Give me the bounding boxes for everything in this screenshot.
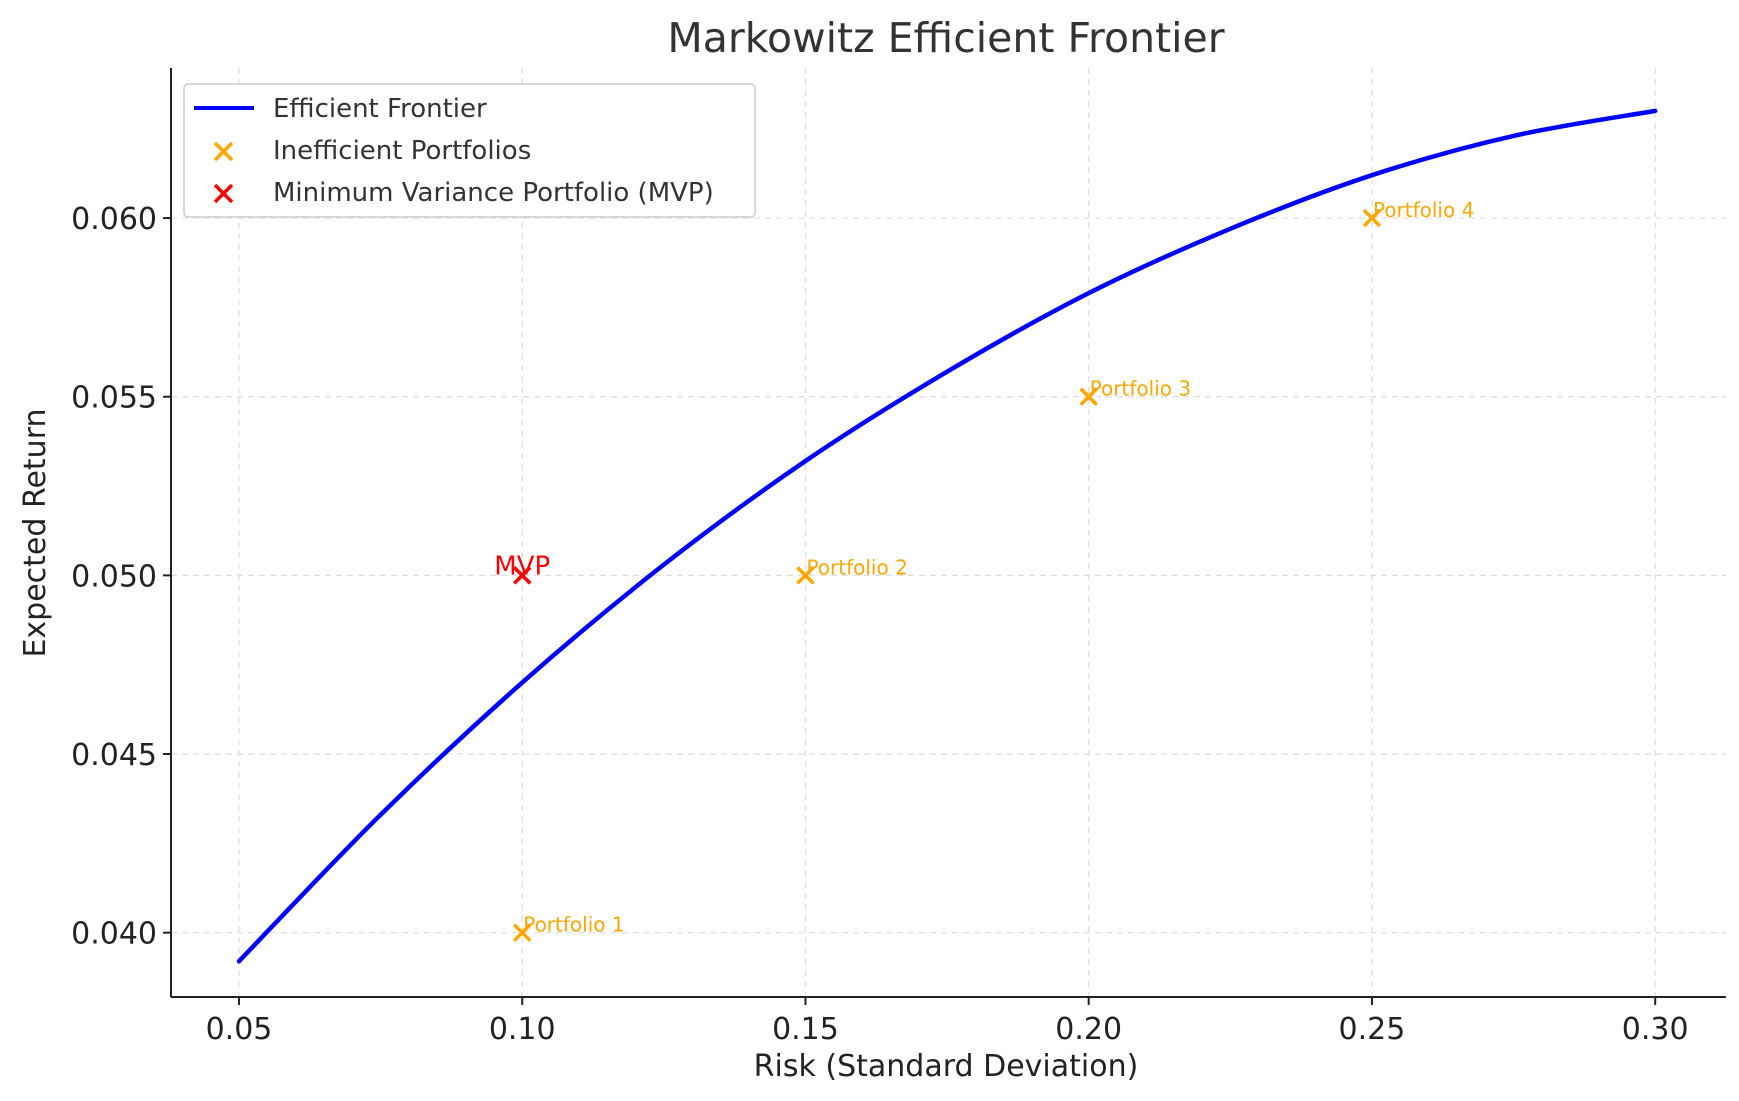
legend-box [183,83,756,218]
y-tick-label: 0.060 [71,202,157,237]
inefficient-portfolio-marker [512,923,532,942]
x-tick-label: 0.15 [772,1012,839,1047]
legend-frontier-label: Efficient Frontier [273,94,487,124]
legend-inefficient-swatch [213,141,234,162]
x-tick-label: 0.20 [1055,1012,1122,1047]
inefficient-portfolio-marker [1362,208,1382,228]
points-layer: Portfolio 1 Portfolio 2 Portfolio 3 Portfol… [494,198,1474,942]
x-tick-label: 0.25 [1339,1012,1406,1047]
inefficient-portfolio-marker [1079,387,1098,406]
x-tick-label: 0.05 [206,1012,273,1047]
inefficient-portfolio-label: Portfolio 1 [523,913,624,937]
grid-layer [171,68,1726,997]
y-tick-label: 0.040 [71,917,157,952]
x-tick-label: 0.10 [489,1012,556,1047]
inefficient-portfolio-label: Portfolio 3 [1090,377,1191,401]
legend: Efficient Frontier Inefficient Portfolio… [183,83,756,218]
inefficient-portfolio-marker [796,566,815,585]
x-tick-label: 0.30 [1622,1012,1689,1047]
mvp-marker [512,566,532,585]
legend-mvp-label: Minimum Variance Portfolio (MVP) [273,178,714,208]
mvp-label: MVP [494,551,550,581]
frontier-layer [236,108,1658,964]
y-tick-label: 0.050 [71,559,157,594]
axes-layer: 0.05 0.10 0.15 0.20 0.25 0.30 0.040 0.045 0.050 0… [71,68,1726,1047]
y-tick-label: 0.045 [71,738,157,773]
y-tick-label: 0.055 [71,381,157,416]
legend-inefficient-label: Inefficient Portfolios [273,136,531,166]
chart-title: Markowitz Efficient Frontier [667,14,1224,62]
inefficient-portfolio-label: Portfolio 2 [806,555,907,579]
x-axis-label: Risk (Standard Deviation) [754,1049,1139,1084]
efficient-frontier-line [236,108,1658,964]
legend-mvp-swatch [213,183,234,204]
inefficient-portfolio-label: Portfolio 4 [1373,198,1474,222]
y-axis-label: Expected Return [18,408,53,657]
